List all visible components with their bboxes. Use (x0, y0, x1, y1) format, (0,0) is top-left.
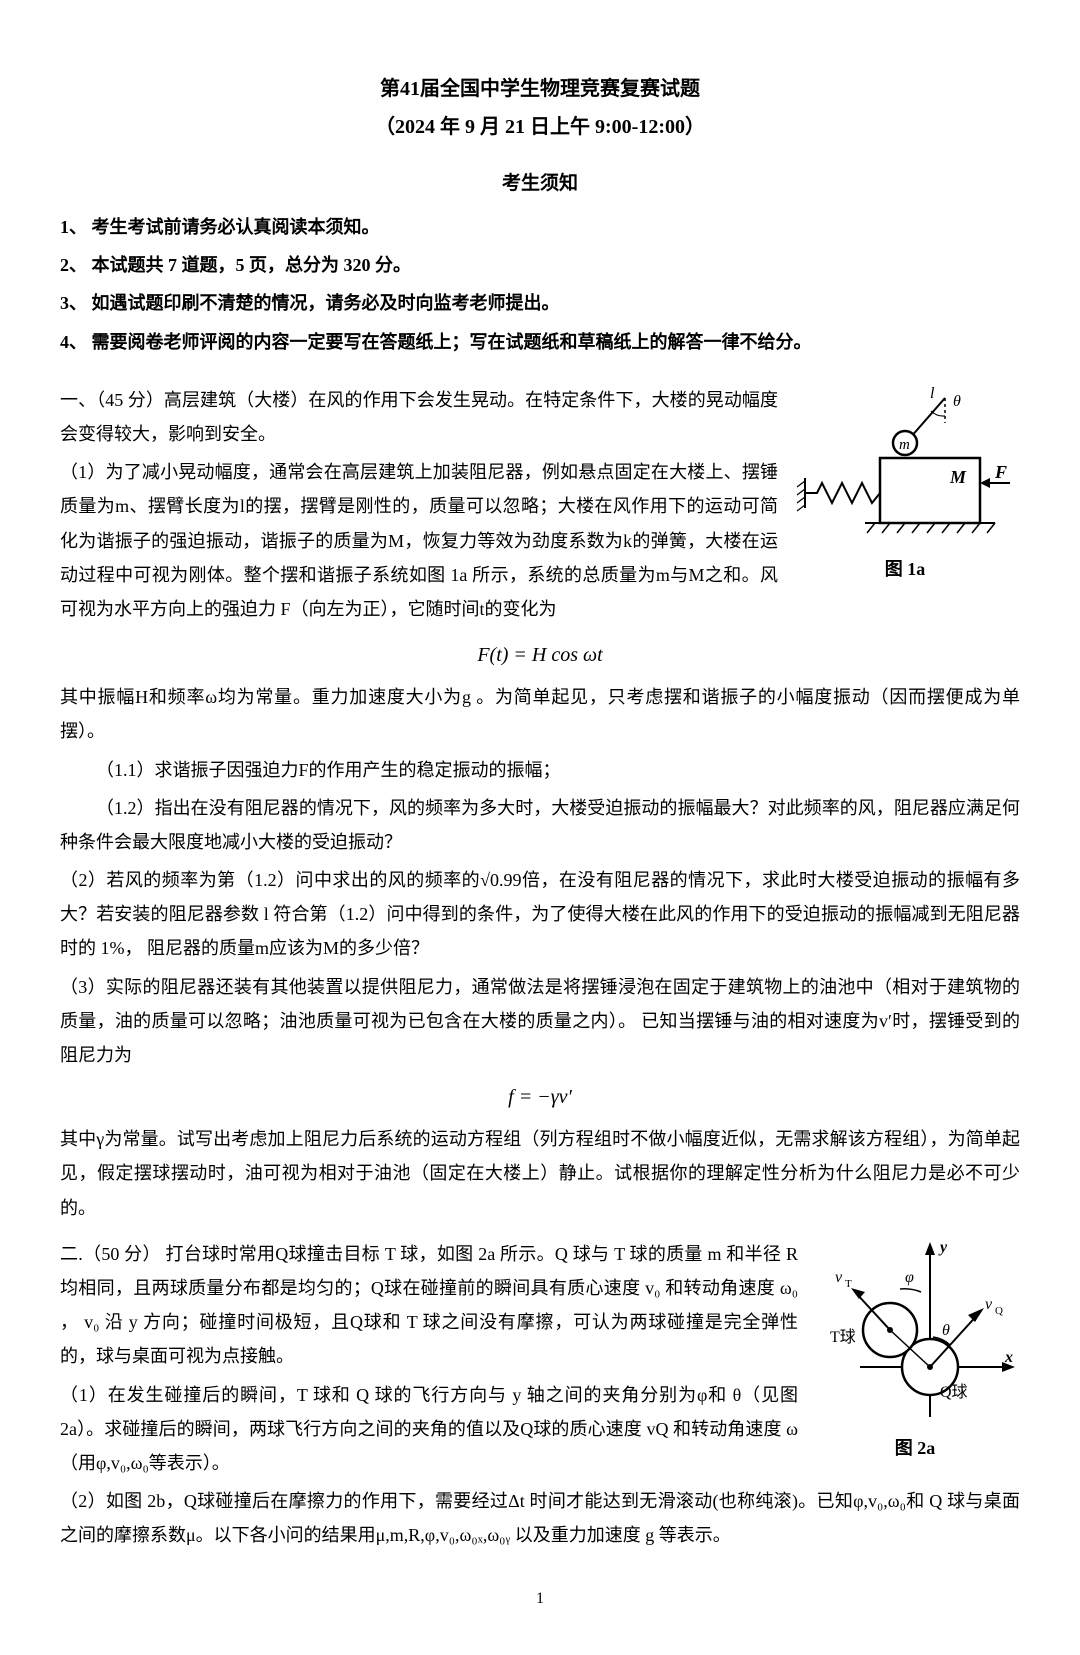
notice-item: 3、 如遇试题印刷不清楚的情况，请务必及时向监考老师提出。 (60, 286, 1020, 320)
formula-f: f = −γv′ (60, 1078, 1020, 1116)
problem-2: y x Q球 T球 v T v Q φ (60, 1237, 1020, 1557)
formula-Ft: F(t) = H cos ωt (60, 636, 1020, 674)
label-vT-sub: T (845, 1278, 852, 1290)
problem-1: θ l m M F (60, 383, 1020, 1225)
label-phi: φ (905, 1269, 914, 1286)
label-Q: Q球 (940, 1383, 968, 1401)
p1-p5: （2）若风的频率为第（1.2）问中求出的风的频率的√0.99倍，在没有阻尼器的情… (60, 863, 1020, 966)
figure-1a-caption: 图 1a (790, 552, 1020, 586)
exam-title: 第41届全国中学生物理竞赛复赛试题 （2024 年 9 月 21 日上午 9:0… (60, 70, 1020, 146)
notice-item: 2、 本试题共 7 道题，5 页，总分为 320 分。 (60, 248, 1020, 282)
label-F: F (994, 462, 1007, 482)
p1-p4: （1.2）指出在没有阻尼器的情况下，风的频率为多大时，大楼受迫振动的振幅最大？对… (60, 791, 1020, 859)
axis-x: x (1004, 1349, 1013, 1366)
p1-p7: 其中γ为常量。试写出考虑加上阻尼力后系统的运动方程组（列方程组时不做小幅度近似，… (60, 1122, 1020, 1225)
label-theta: θ (953, 393, 961, 410)
title-line2: （2024 年 9 月 21 日上午 9:00-12:00） (60, 108, 1020, 146)
p2-part2: （2）如图 2b，Q球碰撞后在摩擦力的作用下，需要经过Δt 时间才能达到无滑滚动… (60, 1484, 1020, 1552)
figure-1a: θ l m M F (790, 383, 1020, 586)
notice-item: 1、 考生考试前请务必认真阅读本须知。 (60, 210, 1020, 244)
title-line1: 第41届全国中学生物理竞赛复赛试题 (60, 70, 1020, 108)
figure-2a: y x Q球 T球 v T v Q φ (810, 1237, 1020, 1465)
notice-heading: 考生须知 (60, 166, 1020, 202)
label-l: l (930, 385, 935, 402)
p1-p2: 其中振幅H和频率ω均为常量。重力加速度大小为g 。为简单起见，只考虑摆和谐振子的… (60, 680, 1020, 748)
notice-list: 1、 考生考试前请务必认真阅读本须知。 2、 本试题共 7 道题，5 页，总分为… (60, 210, 1020, 359)
label-theta2: θ (942, 1322, 950, 1339)
label-vQ: v (985, 1296, 993, 1313)
label-m: m (899, 437, 910, 453)
label-M: M (949, 467, 967, 487)
figure-2a-caption: 图 2a (810, 1431, 1020, 1465)
p1-p6: （3）实际的阻尼器还装有其他装置以提供阻尼力，通常做法是将摆锤浸泡在固定于建筑物… (60, 970, 1020, 1073)
label-T: T球 (830, 1328, 856, 1346)
label-vT: v (835, 1269, 843, 1286)
label-vQ-sub: Q (995, 1305, 1003, 1317)
p1-p3: （1.1）求谐振子因强迫力F的作用产生的稳定振动的振幅； (60, 753, 1020, 787)
notice-item: 4、 需要阅卷老师评阅的内容一定要写在答题纸上；写在试题纸和草稿纸上的解答一律不… (60, 325, 1020, 359)
page-number: 1 (60, 1584, 1020, 1614)
axis-y: y (938, 1239, 948, 1256)
